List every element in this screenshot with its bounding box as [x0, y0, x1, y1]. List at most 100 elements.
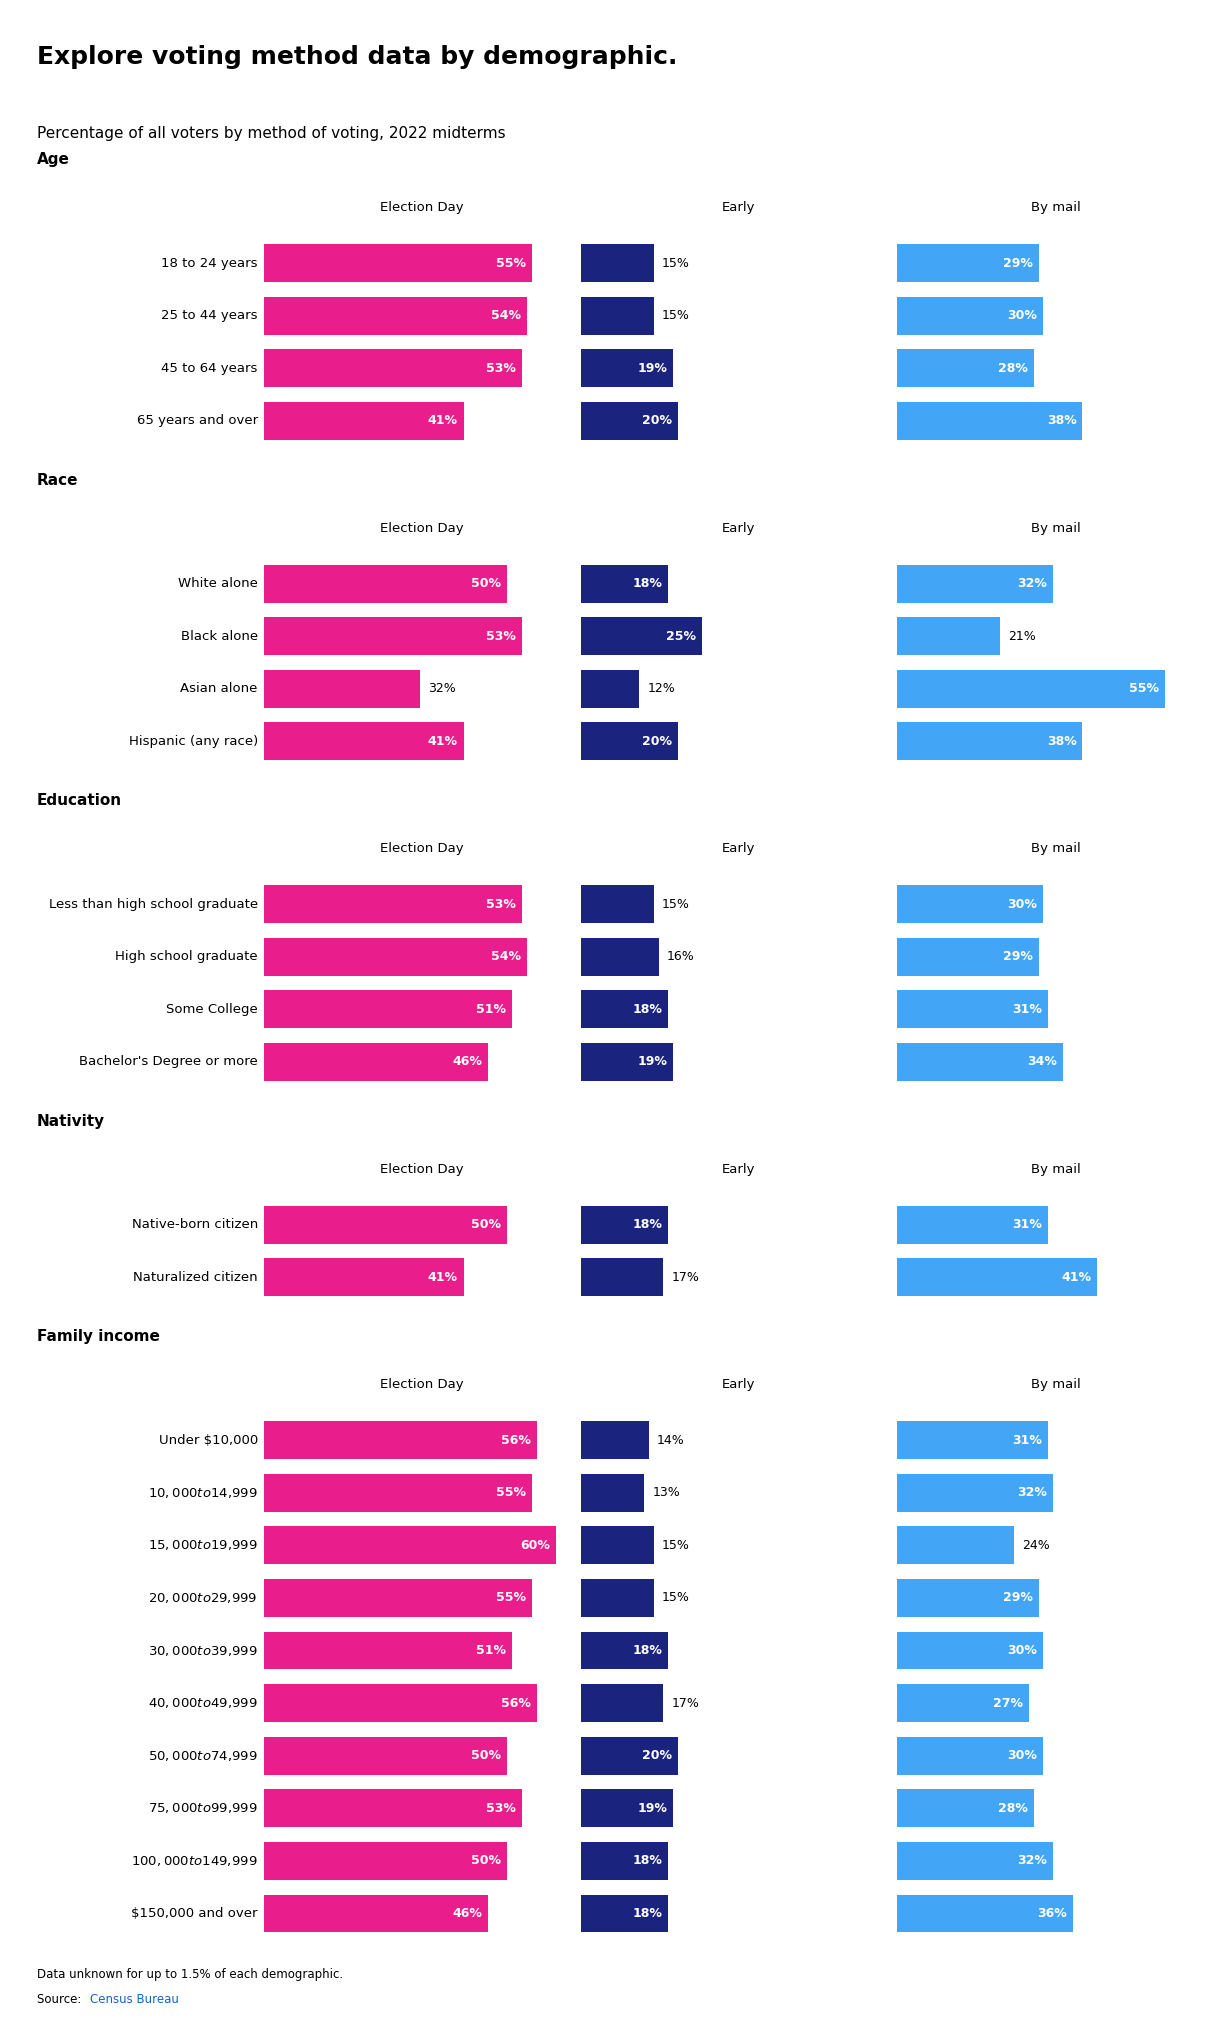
Text: 50%: 50% — [471, 1218, 501, 1232]
Text: $50,000 to $74,999: $50,000 to $74,999 — [148, 1748, 257, 1763]
Bar — [264, 991, 512, 1029]
Text: 28%: 28% — [998, 363, 1027, 375]
Text: 17%: 17% — [672, 1270, 699, 1284]
Text: $30,000 to $39,999: $30,000 to $39,999 — [148, 1643, 257, 1657]
Bar — [581, 1789, 673, 1827]
Bar — [581, 1894, 669, 1933]
Text: 19%: 19% — [637, 1801, 667, 1815]
Text: 38%: 38% — [1047, 413, 1076, 427]
Text: 18 to 24 years: 18 to 24 years — [161, 257, 257, 269]
Text: High school graduate: High school graduate — [115, 950, 257, 962]
Text: Data unknown for up to 1.5% of each demographic.: Data unknown for up to 1.5% of each demo… — [37, 1969, 343, 1981]
Text: 19%: 19% — [637, 363, 667, 375]
Bar — [581, 401, 678, 440]
Text: By mail: By mail — [1031, 523, 1081, 535]
Bar — [897, 1789, 1033, 1827]
Text: Explore voting method data by demographic.: Explore voting method data by demographi… — [37, 45, 677, 69]
Bar — [581, 1631, 669, 1669]
Bar — [264, 243, 532, 282]
Bar — [581, 243, 654, 282]
Bar — [581, 1473, 644, 1511]
Text: Nativity: Nativity — [37, 1114, 105, 1128]
Text: 28%: 28% — [998, 1801, 1027, 1815]
Text: Election Day: Election Day — [381, 1378, 464, 1392]
Text: 51%: 51% — [476, 1643, 506, 1657]
Text: Race: Race — [37, 472, 78, 488]
Text: 18%: 18% — [632, 1218, 662, 1232]
Text: 29%: 29% — [1003, 257, 1032, 269]
Bar — [264, 565, 508, 602]
Text: Hispanic (any race): Hispanic (any race) — [128, 735, 257, 748]
Text: $100,000 to $149,999: $100,000 to $149,999 — [132, 1854, 257, 1868]
Bar — [897, 1631, 1043, 1669]
Text: Early: Early — [722, 201, 755, 215]
Text: 46%: 46% — [453, 1056, 482, 1068]
Bar — [581, 1205, 669, 1244]
Text: 34%: 34% — [1027, 1056, 1057, 1068]
Text: Election Day: Election Day — [381, 523, 464, 535]
Bar — [897, 401, 1082, 440]
Text: 18%: 18% — [632, 1003, 662, 1015]
Text: 55%: 55% — [495, 1592, 526, 1605]
Text: 18%: 18% — [632, 1643, 662, 1657]
Bar — [897, 565, 1053, 602]
Text: 60%: 60% — [520, 1540, 550, 1552]
Text: Election Day: Election Day — [381, 843, 464, 855]
Bar — [897, 1842, 1053, 1880]
Bar — [581, 1258, 664, 1297]
Text: 51%: 51% — [476, 1003, 506, 1015]
Text: Percentage of all voters by method of voting, 2022 midterms: Percentage of all voters by method of vo… — [37, 126, 505, 140]
Text: $150,000 and over: $150,000 and over — [132, 1906, 257, 1921]
Text: 36%: 36% — [1037, 1906, 1066, 1921]
Bar — [897, 1473, 1053, 1511]
Text: $15,000 to $19,999: $15,000 to $19,999 — [148, 1538, 257, 1552]
Bar — [264, 885, 522, 924]
Bar — [581, 1526, 654, 1564]
Text: 56%: 56% — [501, 1696, 531, 1710]
Text: Early: Early — [722, 843, 755, 855]
Text: 30%: 30% — [1008, 310, 1037, 322]
Text: Election Day: Election Day — [381, 1163, 464, 1175]
Text: Election Day: Election Day — [381, 201, 464, 215]
Bar — [581, 618, 703, 654]
Text: 56%: 56% — [501, 1434, 531, 1447]
Text: 55%: 55% — [1130, 683, 1159, 695]
Bar — [897, 1422, 1048, 1459]
Bar — [897, 991, 1048, 1029]
Text: 45 to 64 years: 45 to 64 years — [161, 363, 257, 375]
Text: $75,000 to $99,999: $75,000 to $99,999 — [148, 1801, 257, 1815]
Text: 41%: 41% — [428, 1270, 458, 1284]
Text: Less than high school graduate: Less than high school graduate — [49, 898, 257, 912]
Bar — [264, 723, 464, 760]
Text: Age: Age — [37, 152, 70, 166]
Text: Bachelor's Degree or more: Bachelor's Degree or more — [79, 1056, 257, 1068]
Text: 16%: 16% — [667, 950, 694, 962]
Bar — [897, 243, 1038, 282]
Bar — [897, 1894, 1072, 1933]
Bar — [581, 1422, 649, 1459]
Bar — [897, 671, 1165, 707]
Bar — [897, 1258, 1097, 1297]
Text: 65 years and over: 65 years and over — [137, 413, 257, 427]
Text: 15%: 15% — [662, 257, 689, 269]
Bar — [581, 885, 654, 924]
Bar — [264, 1684, 537, 1722]
Text: 32%: 32% — [428, 683, 456, 695]
Text: 38%: 38% — [1047, 735, 1076, 748]
Bar — [264, 1258, 464, 1297]
Bar — [264, 671, 420, 707]
Text: 21%: 21% — [1008, 630, 1036, 642]
Bar — [264, 1894, 488, 1933]
Text: 54%: 54% — [490, 310, 521, 322]
Text: 32%: 32% — [1017, 1487, 1047, 1499]
Bar — [264, 1631, 512, 1669]
Text: 53%: 53% — [487, 1801, 516, 1815]
Bar — [581, 991, 669, 1029]
Bar — [581, 723, 678, 760]
Text: Family income: Family income — [37, 1329, 160, 1343]
Text: 31%: 31% — [1013, 1003, 1042, 1015]
Text: 31%: 31% — [1013, 1218, 1042, 1232]
Bar — [581, 1043, 673, 1082]
Bar — [264, 1736, 508, 1775]
Text: 41%: 41% — [428, 413, 458, 427]
